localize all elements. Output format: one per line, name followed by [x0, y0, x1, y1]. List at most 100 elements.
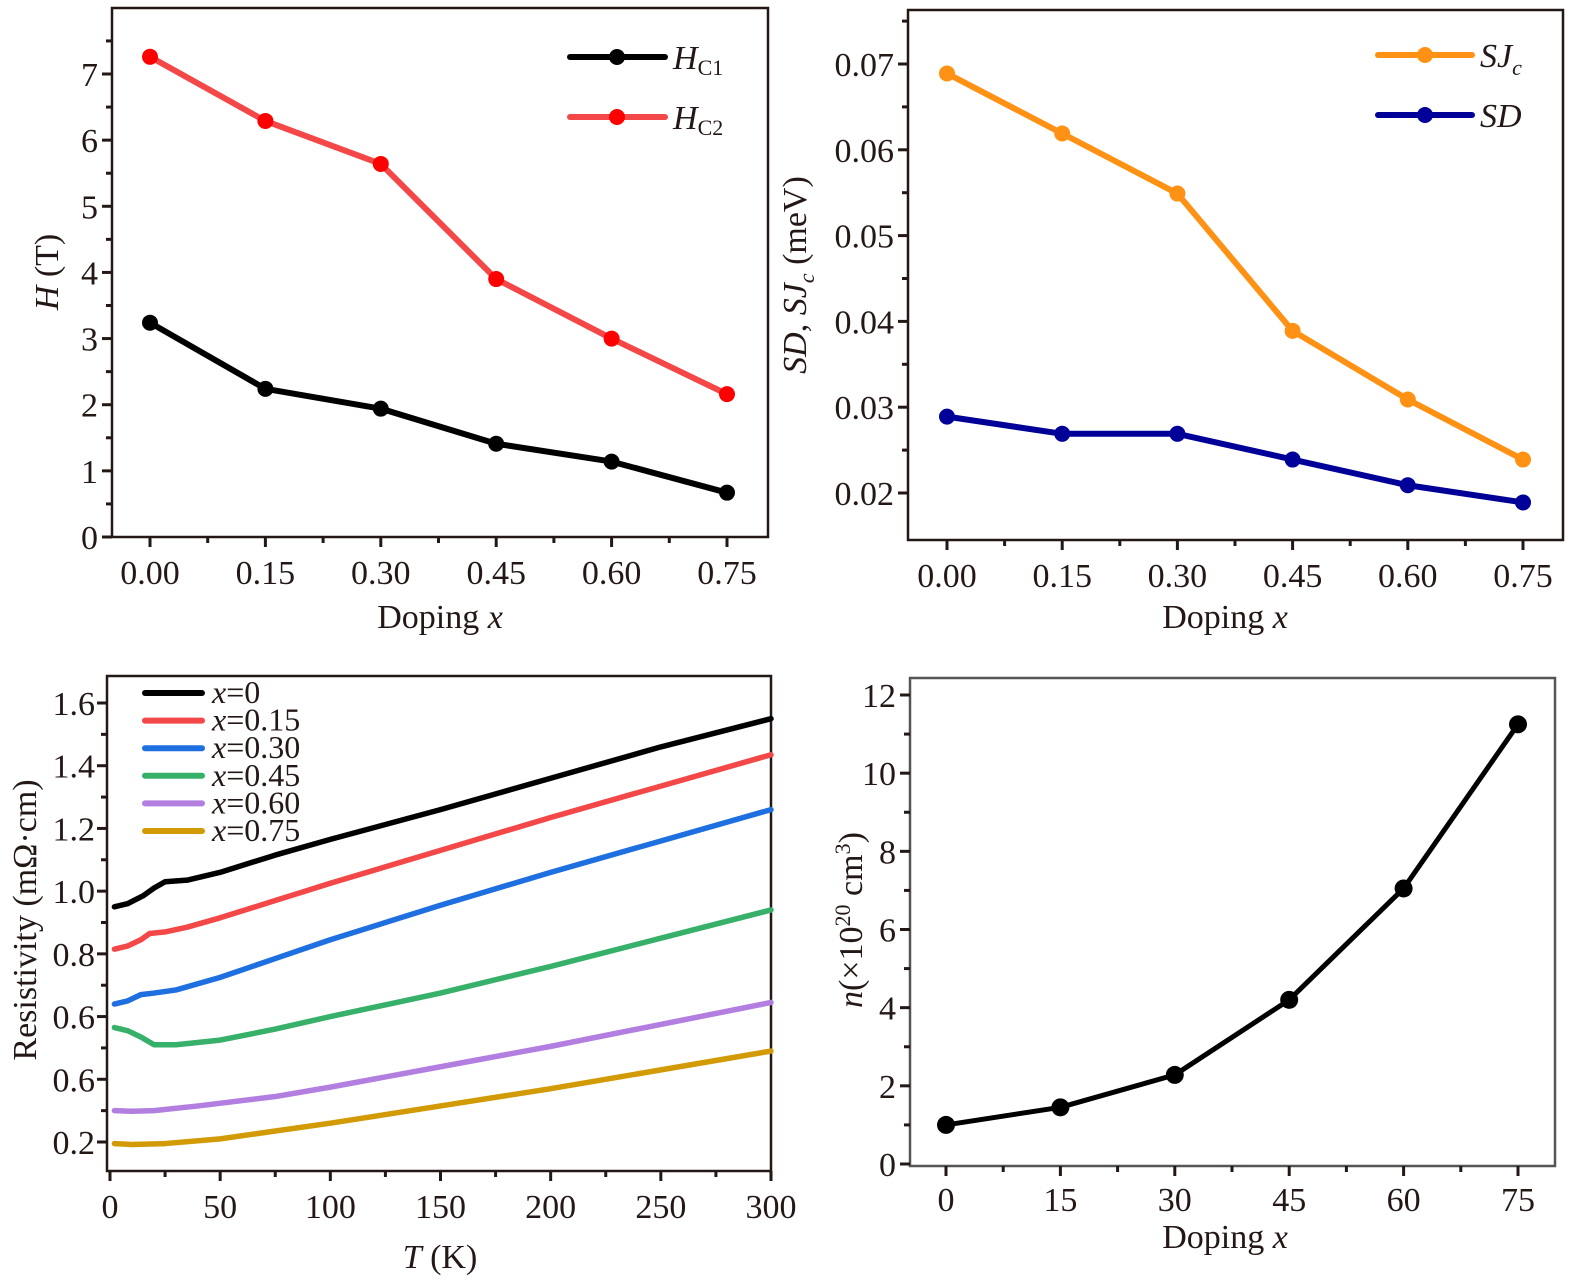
x-tick-label: 75 — [1501, 1182, 1535, 1219]
legend-label: x=0.45 — [211, 757, 300, 793]
data-point-HC2 — [372, 155, 389, 172]
series-line-x=0.75 — [111, 1048, 774, 1148]
y-tick-label: 2 — [879, 1069, 896, 1106]
y-axis-title: n(×1020 cm3) — [830, 832, 870, 1008]
x-axis-title: Doping x — [377, 599, 503, 636]
y-tick-label: 0 — [879, 1147, 896, 1184]
data-point-n — [1280, 990, 1299, 1009]
data-point-HC1 — [719, 484, 735, 501]
y-tick-label: 6 — [879, 913, 896, 950]
series-line-x=0.15 — [111, 751, 774, 952]
x-axis-title: Doping x — [1162, 599, 1288, 636]
x-tick-label: 100 — [305, 1189, 356, 1226]
y-tick-label: 0.6 — [53, 1000, 96, 1037]
legend-marker — [1417, 107, 1433, 123]
x-tick-label: 0.30 — [1148, 558, 1208, 595]
x-tick-label: 0 — [938, 1182, 955, 1219]
data-point-SD — [1054, 425, 1071, 442]
legend-label: x=0.60 — [211, 784, 300, 820]
x-tick-label: 50 — [203, 1189, 237, 1226]
series-line-SD — [946, 413, 1524, 506]
y-axis-title: SD, SJc (meV) — [777, 176, 819, 374]
y-tick-label: 1.6 — [53, 686, 96, 723]
legend: x=0x=0.15x=0.30x=0.45x=0.60x=0.75 — [142, 674, 300, 848]
data-point-HC1 — [257, 380, 274, 397]
legend-marker — [1417, 47, 1433, 63]
x-tick-label: 0.00 — [917, 558, 977, 595]
legend-label: HC2 — [672, 100, 723, 140]
x-axis-title: T (K) — [403, 1239, 478, 1276]
x-tick-label: 0.60 — [582, 555, 642, 592]
y-tick-label: 10 — [862, 756, 896, 793]
data-point-SD — [1515, 494, 1531, 511]
data-point-SJc — [939, 65, 955, 82]
x-tick-label: 0.30 — [351, 555, 411, 592]
y-axis-title: H (T) — [29, 234, 66, 311]
y-tick-label: 1.2 — [53, 811, 96, 848]
legend-label: HC1 — [672, 40, 723, 80]
x-tick-label: 0.45 — [1263, 558, 1323, 595]
data-point-SJc — [1169, 185, 1186, 202]
x-tick-label: 0.75 — [697, 555, 757, 592]
x-tick-label: 0 — [102, 1189, 119, 1226]
data-point-HC2 — [719, 386, 735, 403]
series-line-x=0.45 — [111, 907, 774, 1048]
y-tick-label: 0.8 — [53, 937, 96, 974]
y-tick-label: 0 — [81, 520, 98, 557]
y-tick-label: 7 — [81, 57, 98, 94]
panel-resistivity: 1.6 1.4 1.2 1.0 0.8 0.6 0.6 0.20 50 100 150 200 250 3… — [7, 674, 797, 1276]
data-point-n — [937, 1115, 955, 1134]
data-point-n — [1509, 715, 1527, 734]
legend-label: SD — [1480, 98, 1522, 135]
y-tick-label: 2 — [81, 388, 98, 425]
x-tick-label: 30 — [1158, 1182, 1192, 1219]
y-tick-label: 0.06 — [835, 133, 895, 170]
series-line-n — [945, 722, 1521, 1128]
legend-label: SJc — [1480, 38, 1522, 80]
series-line-x=0 — [111, 715, 774, 910]
y-tick-label: 0.05 — [835, 219, 895, 256]
x-tick-label: 200 — [525, 1189, 576, 1226]
plot-frame — [908, 676, 1557, 1168]
panel-spin-exchange: 0.02 0.03 0.04 0.05 0.06 0.07 0.00 0.15 0.30 0.45… — [777, 8, 1565, 636]
data-point-HC2 — [488, 271, 505, 288]
y-tick-label: 0.6 — [53, 1062, 96, 1099]
x-tick-label: 0.60 — [1378, 558, 1438, 595]
data-point-SJc — [1284, 322, 1301, 339]
legend-label: x=0 — [211, 674, 260, 710]
data-point-HC2 — [603, 330, 620, 347]
y-tick-label: 6 — [81, 123, 98, 160]
y-tick-label: 12 — [862, 678, 896, 715]
data-point-HC1 — [488, 435, 505, 452]
legend-label: x=0.15 — [211, 702, 300, 738]
x-tick-label: 0.75 — [1493, 558, 1553, 595]
data-point-SD — [1284, 451, 1301, 468]
plot-frame — [906, 8, 1565, 542]
x-axis-title: Doping x — [1162, 1219, 1288, 1256]
x-tick-label: 0.15 — [236, 555, 296, 592]
legend-label: x=0.75 — [211, 812, 300, 848]
data-point-SJc — [1399, 391, 1416, 408]
data-point-SD — [939, 408, 955, 425]
y-tick-label: 8 — [879, 834, 896, 871]
legend-label: x=0.30 — [211, 729, 300, 765]
y-tick-label: 1.0 — [53, 874, 96, 911]
x-tick-label: 150 — [415, 1189, 466, 1226]
series-line-HC1 — [148, 320, 728, 496]
x-tick-label: 0.15 — [1032, 558, 1092, 595]
x-tick-label: 15 — [1043, 1182, 1077, 1219]
data-point-SJc — [1515, 451, 1531, 468]
y-axis-title: Resistivity (mΩ·cm) — [7, 779, 44, 1060]
series-line-x=0.30 — [111, 806, 774, 1007]
data-point-HC2 — [257, 112, 274, 129]
x-tick-label: 300 — [746, 1189, 797, 1226]
y-tick-label: 5 — [81, 189, 98, 226]
legend-marker — [609, 49, 625, 65]
y-tick-label: 1.4 — [53, 749, 96, 786]
data-point-n — [1394, 879, 1413, 898]
series-line-x=0.60 — [111, 999, 774, 1115]
y-tick-label: 0.02 — [835, 476, 895, 513]
panel-carrier-density: 0 2 4 6 8 10 12 0 15 30 45 60 75 Doping x n(×1020 cm… — [830, 676, 1557, 1256]
